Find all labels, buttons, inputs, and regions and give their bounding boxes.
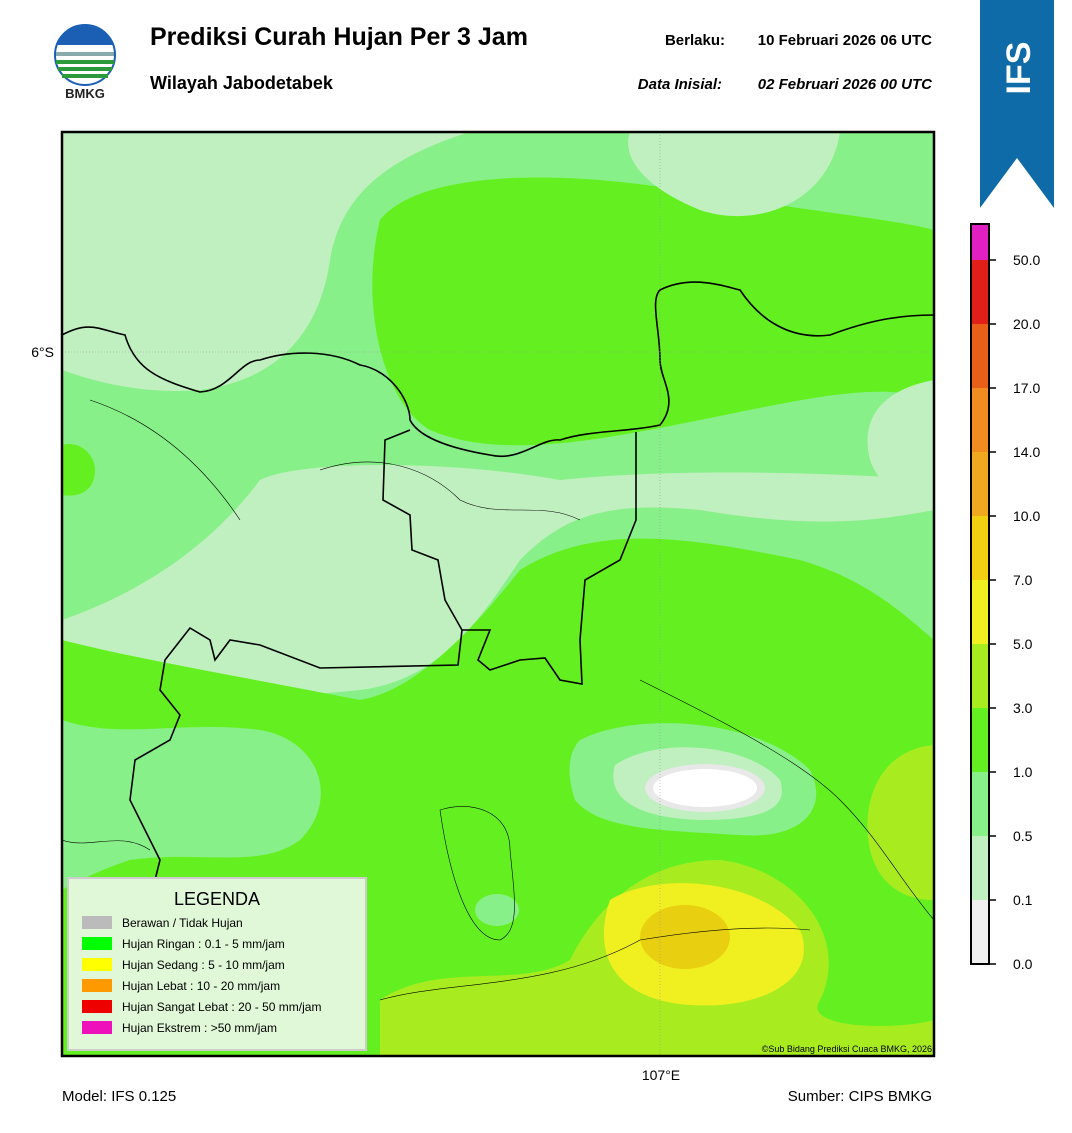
colorbar-segment	[971, 260, 989, 324]
lon-label: 107°E	[642, 1067, 680, 1083]
legend-swatch	[82, 937, 112, 950]
legend-items: Berawan / Tidak Hujan Hujan Ringan : 0.1 …	[82, 916, 321, 1035]
legend-swatch	[82, 958, 112, 971]
map-frame	[60, 130, 936, 1058]
colorbar-tick-label: 10.0	[1013, 508, 1040, 524]
legend-box	[67, 877, 367, 1051]
colorbar: 0.0 0.1 0.5 1.0 3.0 5.0 7.0 10.0 14.0 17.0 20.0 50.…	[970, 223, 1040, 972]
colorbar-segment	[971, 644, 989, 708]
legend-label: Hujan Sangat Lebat : 20 - 50 mm/jam	[122, 1000, 321, 1014]
colorbar-tick-label: 0.5	[1013, 828, 1033, 844]
valid-label: Berlaku:	[665, 32, 725, 49]
colorbar-tick-label: 0.0	[1013, 956, 1033, 972]
legend-label: Hujan Ekstrem : >50 mm/jam	[122, 1021, 277, 1035]
legend-swatch	[82, 1021, 112, 1034]
colorbar-segment	[971, 836, 989, 900]
legend-label: Berawan / Tidak Hujan	[122, 916, 243, 930]
colorbar-segment	[971, 580, 989, 644]
colorbar-tick-label: 14.0	[1013, 444, 1040, 460]
legend-title: LEGENDA	[174, 889, 260, 909]
colorbar-tick-label: 0.1	[1013, 892, 1033, 908]
subtitle: Wilayah Jabodetabek	[150, 73, 334, 93]
colorbar-segment	[971, 900, 989, 964]
colorbar-tick-label: 7.0	[1013, 572, 1033, 588]
lat-label: 6°S	[31, 344, 54, 360]
colorbar-segment	[971, 452, 989, 516]
legend-swatch	[82, 979, 112, 992]
init-label: Data Inisial:	[638, 76, 722, 93]
colorbar-tick-label: 1.0	[1013, 764, 1033, 780]
colorbar-segment	[971, 224, 989, 260]
legend-label: Hujan Sedang : 5 - 10 mm/jam	[122, 958, 285, 972]
legend-swatch	[82, 1000, 112, 1013]
logo: BMKG	[54, 24, 116, 101]
colorbar-tick-label: 50.0	[1013, 252, 1040, 268]
colorbar-tick-label: 20.0	[1013, 316, 1040, 332]
colorbar-tick-label: 3.0	[1013, 700, 1033, 716]
colorbar-frame	[970, 223, 990, 965]
legend-label: Hujan Lebat : 10 - 20 mm/jam	[122, 979, 280, 993]
colorbar-tick-label: 5.0	[1013, 636, 1033, 652]
source: Sumber: CIPS BMKG	[788, 1088, 932, 1105]
colorbar-segment	[971, 772, 989, 836]
colorbar-segment	[971, 324, 989, 388]
colorbar-segment	[971, 516, 989, 580]
logo-text: BMKG	[65, 86, 105, 101]
model-badge: IFS	[980, 0, 1054, 208]
badge-text: IFS	[1000, 42, 1038, 95]
init-time: 02 Februari 2026 00 UTC	[758, 76, 933, 93]
colorbar-segment	[971, 388, 989, 452]
legend-swatch	[82, 916, 112, 929]
map: LEGENDA Berawan / Tidak Hujan Hujan Ringa…	[62, 132, 934, 1056]
credit: ©Sub Bidang Prediksi Cuaca BMKG, 2026	[762, 1044, 932, 1054]
title: Prediksi Curah Hujan Per 3 Jam	[150, 23, 528, 51]
valid-time: 10 Februari 2026 06 UTC	[758, 32, 932, 49]
colorbar-tick-label: 17.0	[1013, 380, 1040, 396]
model: Model: IFS 0.125	[62, 1088, 176, 1105]
legend-label: Hujan Ringan : 0.1 - 5 mm/jam	[122, 937, 285, 951]
colorbar-segment	[971, 708, 989, 772]
